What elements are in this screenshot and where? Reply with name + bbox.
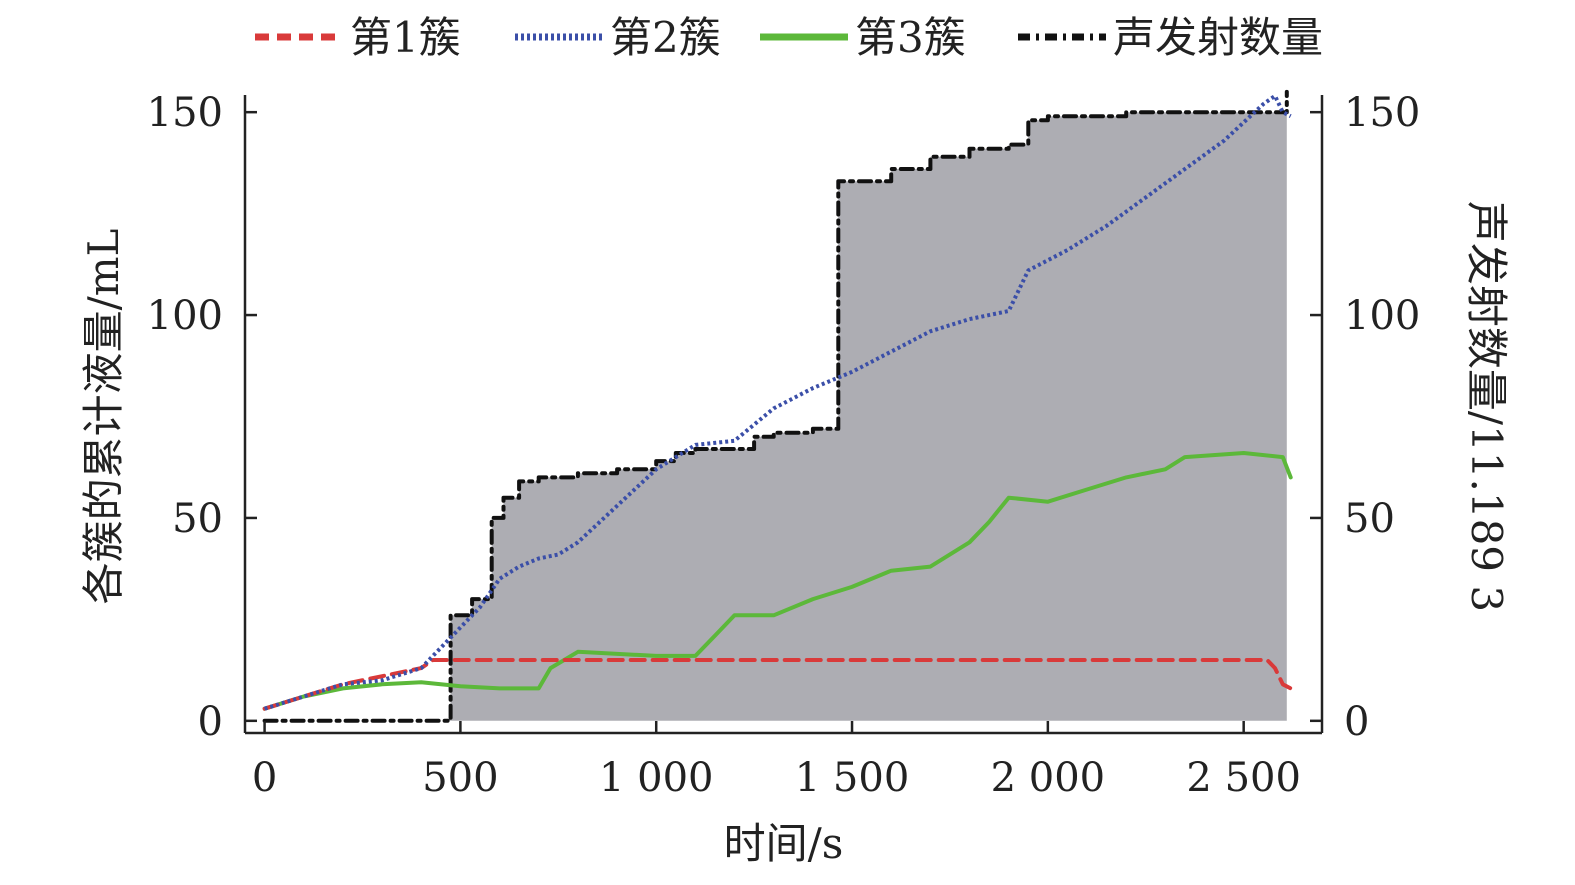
x-axis-title: 时间/s [724,819,844,868]
series-line-1 [262,658,1293,711]
legend-label-1: 第1簇 [350,13,461,62]
x-tick-label: 2 000 [991,755,1106,801]
legend-label-2: 第2簇 [610,13,721,62]
y-tick-label-right: 150 [1344,90,1420,136]
x-tick-label: 1 000 [599,755,714,801]
y-axis-title-right: 声发射数量/11.189 3 [1462,201,1511,612]
x-tick-label: 500 [422,755,498,801]
y-tick-label-left: 50 [172,496,223,542]
legend-label-4: 声发射数量 [1113,13,1323,62]
series-line-3 [262,451,1293,711]
series-line-4 [262,89,1289,723]
y-axis-title-left: 各簇的累计液量/mL [79,229,128,605]
emission-fill-area [264,91,1287,721]
legend-label-3: 第3簇 [855,13,966,62]
x-tick-label: 1 500 [795,755,910,801]
y-tick-label-right: 0 [1344,699,1369,745]
y-tick-label-right: 50 [1344,496,1395,542]
series-line-2 [264,93,1292,711]
legend: 第1簇 第2簇 第3簇 声发射数量 [255,13,1323,62]
plot-area [262,89,1293,723]
x-tick-label: 0 [252,755,277,801]
y-tick-label-left: 0 [198,699,223,745]
y-tick-label-right: 100 [1344,293,1420,339]
y-tick-label-left: 150 [147,90,223,136]
x-tick-label: 2 500 [1186,755,1301,801]
y-tick-label-left: 100 [147,293,223,339]
